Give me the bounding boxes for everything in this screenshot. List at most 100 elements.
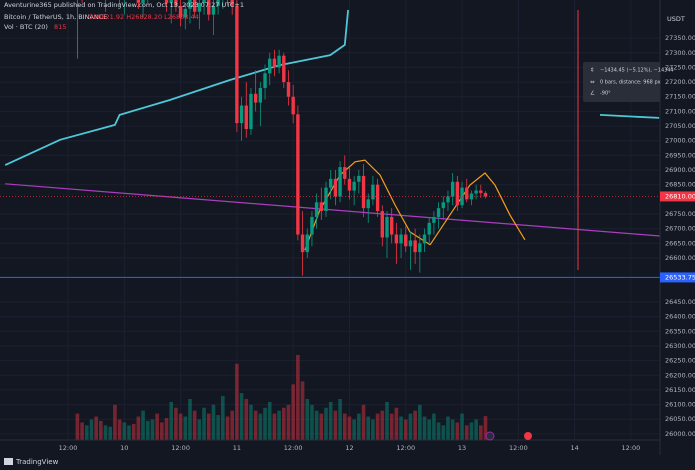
y-tick-label: 26750.00 [665,210,695,218]
x-tick-label: 12:00 [171,444,190,452]
candle-body [399,234,403,244]
event-icon[interactable] [485,431,495,441]
candle-body [427,222,431,235]
candle-body [352,181,356,191]
candle-body [357,175,361,182]
volume-bar [202,407,206,440]
volume-bar [136,416,141,440]
volume-bar [314,410,319,440]
candle-body [394,234,399,244]
volume-bar [155,413,159,440]
volume-bar [338,398,342,440]
candle-body [244,105,248,129]
tooltip-icon: ⇕ [590,67,595,74]
price-pane [0,0,660,278]
volume-bar [333,410,338,440]
volume-bar [328,401,333,440]
candle-body [202,0,206,3]
volume-bar [361,404,366,440]
volume-bar [277,410,281,440]
volume-bar [418,404,422,440]
volume-bar [89,419,94,440]
y-tick-label: 26700.00 [665,225,695,233]
candle-body [253,93,258,103]
volume-bar [413,410,417,440]
volume-bar [221,396,225,440]
tooltip-icon: ∠ [590,90,595,97]
volume-bar [310,404,314,440]
overlay-line [4,9,660,166]
volume-bar [441,425,446,440]
volume-bar [206,413,211,440]
volume-bar [483,416,488,440]
volume-bar [455,422,460,440]
brand-logo [4,458,13,465]
price-tag [660,191,695,202]
volume-bar [253,410,258,440]
volume-bar [192,410,197,440]
volume-bar [300,381,305,440]
volume-bar [474,419,478,440]
y-tick-label: 26200.00 [665,371,695,379]
candle-body [136,0,141,3]
candle-body [465,187,469,200]
candle-body [347,178,352,191]
y-tick-label: 27050.00 [665,122,695,130]
price-tag [660,272,695,283]
x-tick-label: 12:00 [622,444,641,452]
volume-bar [108,426,113,440]
measure-bars: 0 bars, distance: 968 px [600,80,661,86]
volume-bar [272,413,277,440]
volume-bar [239,393,244,440]
y-tick-label: 27000.00 [665,137,695,145]
y-tick-label: 26100.00 [665,401,695,409]
volume-bar [394,407,399,440]
candle-body [174,0,178,6]
y-tick-label: 26000.00 [665,430,695,438]
volume-bar [103,425,108,440]
candle-body [483,192,488,197]
candle-body [286,82,291,97]
candle-body [455,181,460,206]
volume-bar [460,413,464,440]
y-tick-label: 27100.00 [665,107,695,115]
y-tick-label: 27250.00 [665,63,695,71]
volume-bar [178,413,183,440]
volume-bar [385,401,389,440]
x-tick-label: 12:00 [396,444,415,452]
candle-body [479,190,483,193]
volume-bar [319,413,324,440]
candle-body [408,240,413,247]
candle-body [197,2,202,12]
overlay-line [429,172,526,246]
y-tick-label: 26600.00 [665,254,695,262]
measure-change: −1434.45 (−5.12%), −14344 [600,68,674,74]
volume-bar [357,413,361,440]
volume-bar [216,415,220,440]
candle-body [361,175,366,209]
price-tag-label: 26810.00 [665,192,695,200]
volume-bar [436,422,441,440]
candle-body [450,181,455,197]
volume-bar [141,410,145,440]
volume-legend: Vol · BTC (20) [4,23,48,31]
candle-body [188,0,192,9]
volume-bar [324,407,328,440]
candle-body [436,208,441,217]
candle-body [441,202,445,209]
candle-body [305,234,309,253]
candle-body [300,234,305,253]
volume-bar [80,422,84,440]
candle-body [272,58,277,68]
volume-bar [389,413,394,440]
event-icon[interactable] [524,432,532,440]
volume-bar [249,404,253,440]
volume-bar [150,419,155,440]
volume-bar [84,425,89,440]
candle-body [211,5,216,15]
candle-body [258,87,263,103]
x-tick-label: 10 [120,444,128,452]
ohlc-legend: O26821.92 H26828.20 L26803.44 [88,13,199,21]
candle-body [385,216,389,238]
